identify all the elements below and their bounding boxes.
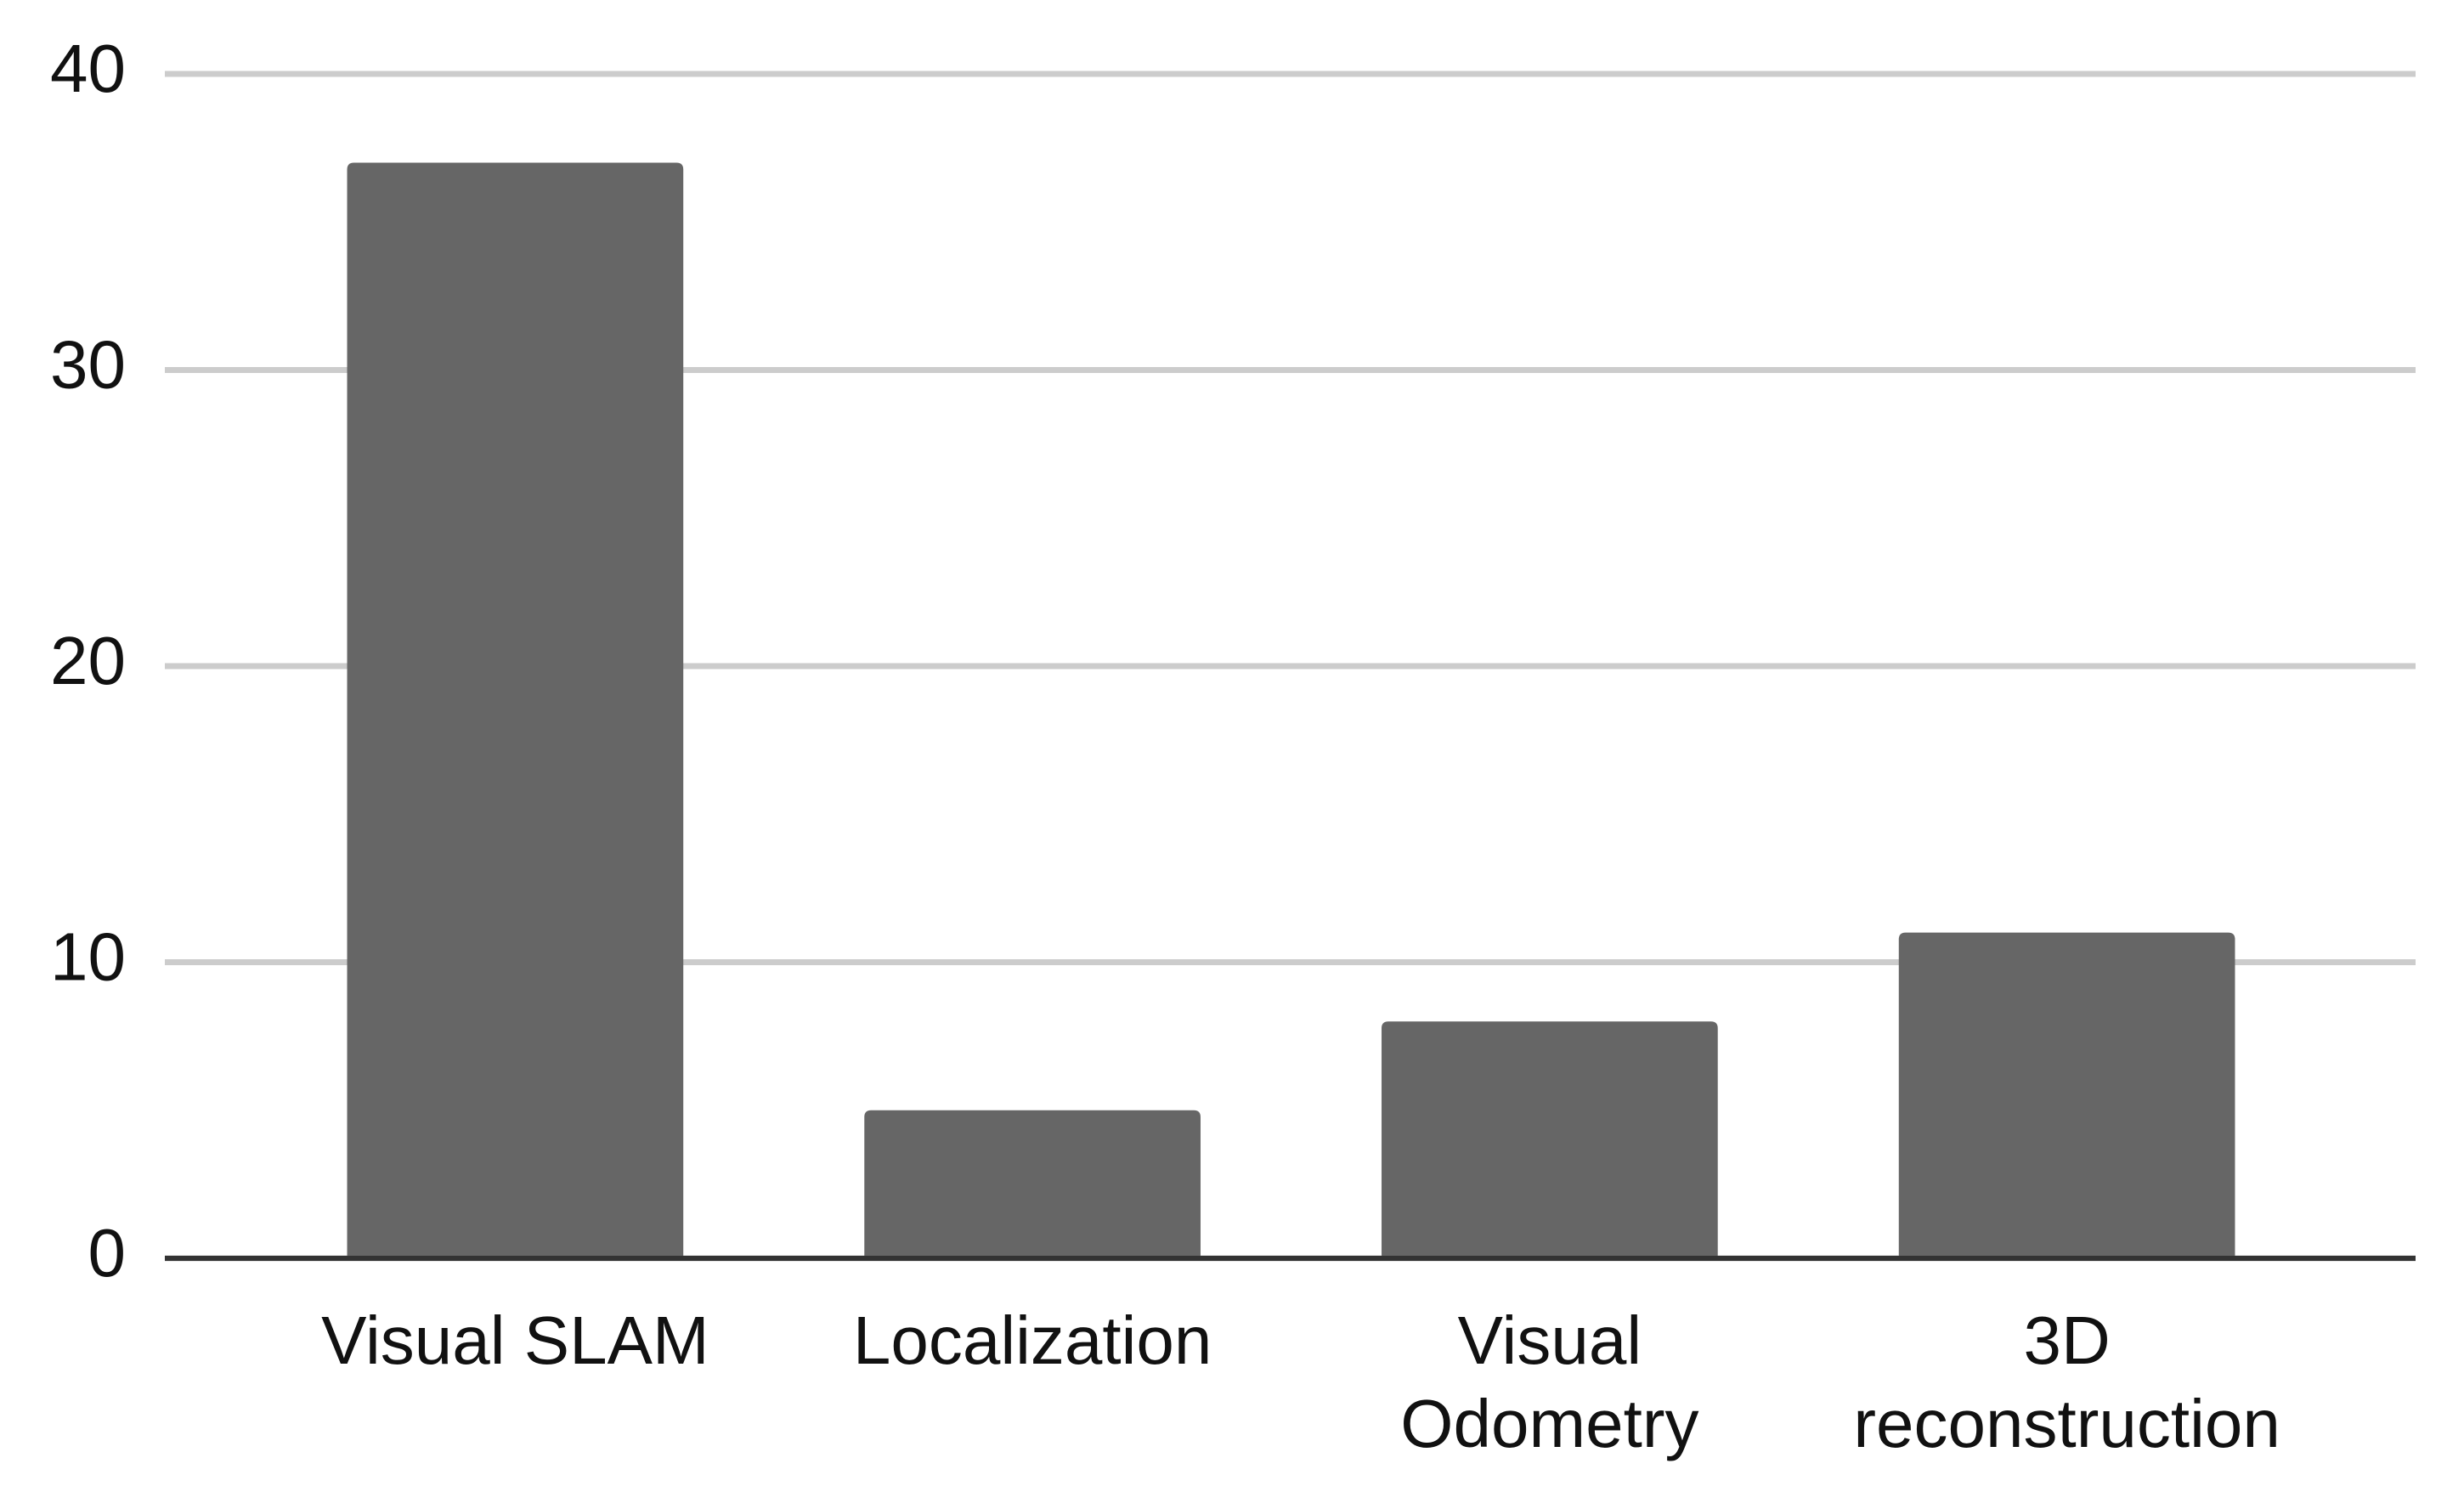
- y-tick-label: 10: [50, 919, 126, 995]
- y-tick-label: 0: [88, 1215, 127, 1291]
- y-tick-label: 20: [50, 623, 126, 698]
- y-tick-label: 30: [50, 327, 126, 403]
- x-tick-label: Visual SLAM: [321, 1302, 709, 1378]
- y-tick-label: 40: [50, 31, 126, 106]
- x-tick-label: Localization: [852, 1302, 1212, 1378]
- x-tick-label: 3D reconstruction: [1853, 1302, 2280, 1461]
- bar: [1382, 1021, 1718, 1258]
- bar: [864, 1110, 1201, 1258]
- bar: [1898, 932, 2235, 1258]
- bar: [347, 162, 684, 1258]
- x-tick-label: Visual Odometry: [1400, 1302, 1699, 1461]
